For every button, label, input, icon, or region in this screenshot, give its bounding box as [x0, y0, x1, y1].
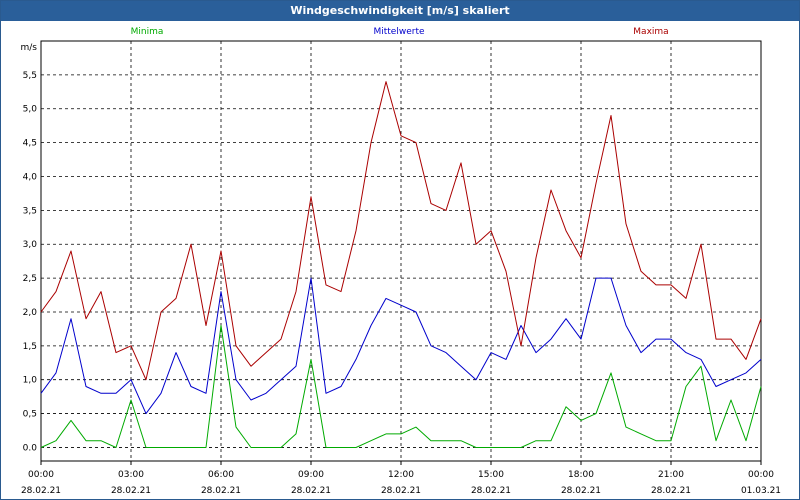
- x-tick-time: 21:00: [658, 470, 684, 480]
- series: [40, 81, 762, 448]
- y-tick-label: 4,5: [23, 139, 37, 149]
- x-tick-date: 28.02.21: [291, 486, 331, 496]
- legend-entry-mittelwerte: Mittelwerte: [373, 27, 424, 37]
- legend: Minima Mittelwerte Maxima: [131, 27, 669, 37]
- x-tick-time: 09:00: [298, 470, 324, 480]
- series-line-mittelwerte: [40, 277, 762, 415]
- x-tick-date: 01.03.21: [741, 486, 781, 496]
- x-tick-time: 15:00: [478, 470, 504, 480]
- y-tick-label: 2,5: [23, 274, 37, 284]
- y-tick-label: 0,5: [23, 410, 37, 420]
- y-tick-label: 5,0: [23, 105, 38, 115]
- x-tick-date: 28.02.21: [381, 486, 421, 496]
- series-line-minima: [40, 325, 762, 448]
- x-tick-time: 18:00: [568, 470, 594, 480]
- legend-entry-maxima: Maxima: [633, 27, 668, 37]
- grid: [41, 41, 761, 461]
- y-tick-label: 3,5: [23, 206, 37, 216]
- y-tick-label: 4,0: [23, 172, 38, 182]
- y-axis-label: m/s: [21, 43, 38, 53]
- x-tick-date: 28.02.21: [111, 486, 151, 496]
- x-tick-date: 28.02.21: [471, 486, 511, 496]
- series-line-maxima: [40, 81, 762, 381]
- x-tick-date: 28.02.21: [201, 486, 241, 496]
- y-tick-label: 0.0: [23, 443, 38, 453]
- y-tick-label: 3,0: [23, 240, 38, 250]
- window-title: Windgeschwindigkeit [m/s] skaliert: [1, 1, 799, 21]
- y-tick-label: 1,0: [23, 376, 38, 386]
- y-tick-label: 2,0: [23, 308, 38, 318]
- x-tick-time: 00:00: [748, 470, 774, 480]
- x-tick-time: 00:00: [28, 470, 54, 480]
- x-tick-date: 28.02.21: [561, 486, 601, 496]
- y-tick-label: 1,5: [23, 342, 37, 352]
- x-tick-date: 28.02.21: [21, 486, 61, 496]
- axes: 0.0 0,5 1,0 1,5 2,0 2,5 3,0 3,5 4,0 4,5 5,0 5,5 m/s 0…: [21, 43, 782, 496]
- legend-entry-minima: Minima: [131, 27, 164, 37]
- y-tick-label: 5,5: [23, 71, 37, 81]
- x-tick-time: 03:00: [118, 470, 144, 480]
- x-tick-time: 12:00: [388, 470, 414, 480]
- x-tick-time: 06:00: [208, 470, 234, 480]
- x-tick-date: 28.02.21: [651, 486, 691, 496]
- line-chart: 0.0 0,5 1,0 1,5 2,0 2,5 3,0 3,5 4,0 4,5 5,0 5,5 m/s 0…: [21, 27, 782, 496]
